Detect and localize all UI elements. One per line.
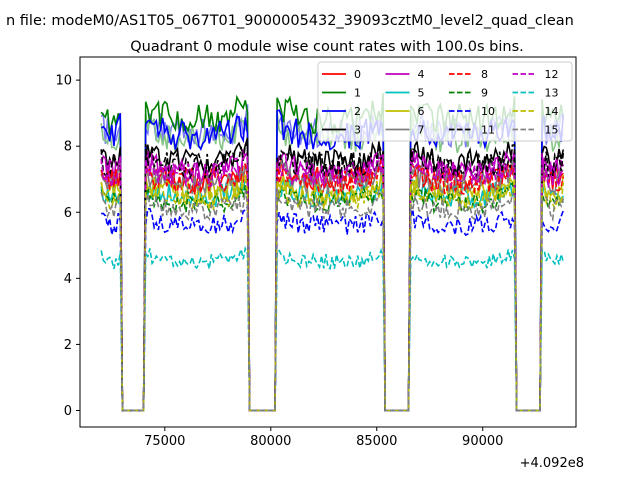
legend-label-2: 2 (354, 105, 361, 118)
legend-label-11: 11 (481, 124, 495, 137)
legend-label-15: 15 (545, 124, 559, 137)
series-line-15 (100, 188, 565, 412)
series-line-9 (100, 182, 564, 412)
series-line-8 (100, 158, 565, 412)
y-tick-label: 0 (64, 404, 72, 419)
x-tick-label: 75000 (144, 434, 185, 449)
x-tick-label: 80000 (250, 434, 291, 449)
legend-label-12: 12 (545, 68, 559, 81)
series-line-12 (100, 152, 564, 412)
y-tick-label: 4 (64, 272, 72, 287)
legend-label-6: 6 (418, 105, 425, 118)
legend-label-0: 0 (354, 68, 361, 81)
legend-label-5: 5 (418, 87, 425, 100)
series-line-13 (100, 245, 565, 412)
y-tick-label: 8 (64, 140, 72, 155)
legend-label-7: 7 (418, 124, 425, 137)
legend-label-9: 9 (481, 87, 488, 100)
legend-label-3: 3 (354, 124, 361, 137)
y-tick-label: 10 (55, 74, 72, 89)
series-layer (100, 93, 565, 412)
axes-layer: 75000 80000 85000 90000 0 2 4 6 8 10 (55, 74, 503, 449)
series-line-14 (100, 177, 565, 412)
legend-label-4: 4 (418, 68, 425, 81)
series-line-10 (101, 204, 565, 412)
x-tick-label: 90000 (462, 434, 503, 449)
series-line-2 (100, 109, 565, 412)
chart-title: Quadrant 0 module wise count rates with … (130, 39, 524, 55)
y-tick-label: 6 (64, 206, 72, 221)
legend-label-10: 10 (481, 105, 495, 118)
legend-label-1: 1 (354, 87, 361, 100)
x-offset-label: +4.092e8 (520, 456, 584, 471)
legend-label-14: 14 (545, 105, 559, 118)
plot-frame (79, 56, 577, 428)
x-tick-label: 85000 (356, 434, 397, 449)
legend-label-8: 8 (481, 68, 488, 81)
series-line-11 (100, 143, 565, 412)
y-tick-label: 2 (64, 338, 72, 353)
legend-box (317, 61, 573, 142)
chart-suptitle: n file: modeM0/AS1T05_067T01_9000005432_… (6, 13, 574, 29)
legend-label-13: 13 (545, 87, 559, 100)
